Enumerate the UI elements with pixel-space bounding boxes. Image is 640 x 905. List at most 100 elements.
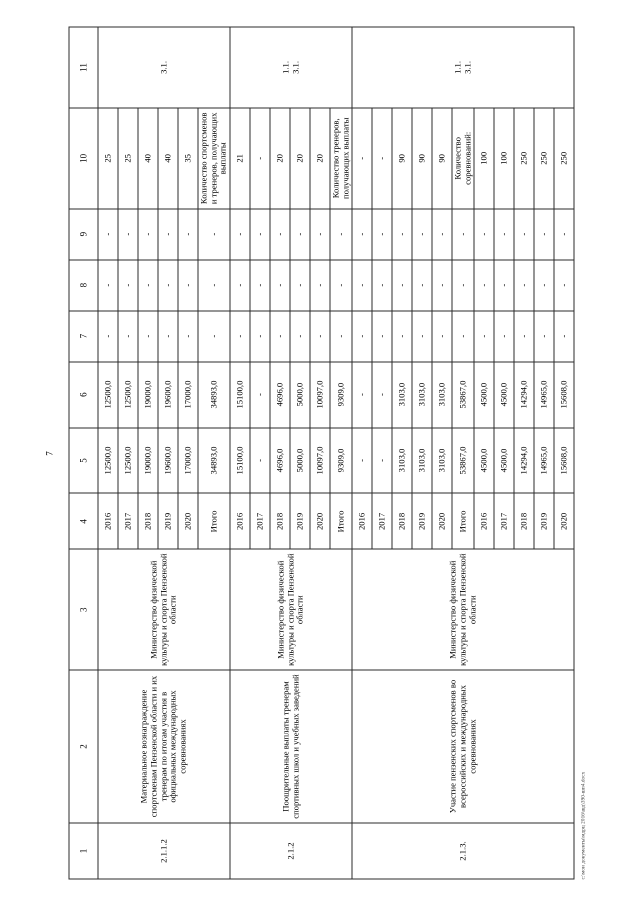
table-row: 2.1.3. Участие пензенских спортсменов во… xyxy=(352,26,575,879)
budget-measures-table: 1 2 3 4 5 6 7 8 9 10 11 2.1.1.2 Материал… xyxy=(69,26,575,879)
amount-other-7: - xyxy=(269,310,290,362)
amount-other-8: - xyxy=(412,259,433,311)
amount-budget: 4500,0 xyxy=(474,361,495,428)
amount-other-9: - xyxy=(289,208,310,260)
total-other-9: - xyxy=(198,208,230,260)
year-cell: 2020 xyxy=(554,492,575,549)
amount-budget: - xyxy=(352,361,373,428)
amount-other-7: - xyxy=(98,310,118,362)
measure-name: Материальное вознаграждение спортсменам … xyxy=(98,669,230,823)
col-number-2: 2 xyxy=(69,669,98,823)
amount-budget: 10097,0 xyxy=(309,361,330,428)
year-cell: 2020 xyxy=(432,492,453,549)
amount-other-7: - xyxy=(412,310,433,362)
amount-other-8: - xyxy=(432,259,453,311)
amount-total: - xyxy=(352,427,373,493)
measure-name: Участие пензенских спортсменов во всерос… xyxy=(352,669,575,823)
amount-other-7: - xyxy=(554,310,575,362)
amount-budget: 3103,0 xyxy=(432,361,453,428)
year-cell: 2018 xyxy=(392,492,413,549)
total-amount-total: 34893,0 xyxy=(198,427,230,493)
indicator-value: - xyxy=(249,107,270,209)
amount-other-9: - xyxy=(138,208,158,260)
total-other-8: - xyxy=(198,259,230,311)
col-number-4: 4 xyxy=(69,492,98,549)
amount-other-8: - xyxy=(118,259,138,311)
total-label: Итого xyxy=(452,492,475,549)
measure-code: 2.1.1.2 xyxy=(98,822,230,879)
col-number-3: 3 xyxy=(69,548,98,670)
amount-budget: 17000,0 xyxy=(178,361,198,428)
total-label: Итого xyxy=(198,492,230,549)
page-number: 7 xyxy=(44,450,55,456)
amount-budget: 14294,0 xyxy=(514,361,535,428)
indicator-value: 250 xyxy=(514,107,535,209)
amount-total: 15608,0 xyxy=(554,427,575,493)
total-amount-budget: 53867,0 xyxy=(452,361,475,428)
amount-other-8: - xyxy=(269,259,290,311)
amount-budget: 4500,0 xyxy=(494,361,515,428)
amount-budget: 12500,0 xyxy=(98,361,118,428)
amount-total: 4696,0 xyxy=(269,427,290,493)
amount-total: 12500,0 xyxy=(98,427,118,493)
amount-total: 14965,0 xyxy=(534,427,555,493)
year-cell: 2019 xyxy=(534,492,555,549)
amount-other-7: - xyxy=(289,310,310,362)
amount-other-9: - xyxy=(158,208,178,260)
amount-budget: 12500,0 xyxy=(118,361,138,428)
amount-budget: - xyxy=(372,361,393,428)
amount-other-8: - xyxy=(534,259,555,311)
year-cell: 2019 xyxy=(412,492,433,549)
amount-budget: 5000,0 xyxy=(289,361,310,428)
document-footer-path: c:\мои документы\мдрц 2016\шд\390-шп4.do… xyxy=(580,771,587,879)
col-number-7: 7 xyxy=(69,310,98,362)
amount-other-9: - xyxy=(412,208,433,260)
amount-total: 17000,0 xyxy=(178,427,198,493)
amount-other-9: - xyxy=(352,208,373,260)
measure-refs: 3.1. xyxy=(98,26,230,108)
total-amount-budget: 9309,0 xyxy=(329,361,353,428)
indicator-value: 90 xyxy=(412,107,433,209)
year-cell: 2020 xyxy=(178,492,198,549)
col-number-1: 1 xyxy=(69,822,98,879)
year-cell: 2016 xyxy=(229,492,250,549)
amount-total: 12500,0 xyxy=(118,427,138,493)
col-number-5: 5 xyxy=(69,427,98,493)
amount-total: 10097,0 xyxy=(309,427,330,493)
total-other-7: - xyxy=(452,310,475,362)
amount-other-9: - xyxy=(392,208,413,260)
indicator-value: 20 xyxy=(269,107,290,209)
total-amount-budget: 34893,0 xyxy=(198,361,230,428)
total-other-7: - xyxy=(198,310,230,362)
year-cell: 2019 xyxy=(289,492,310,549)
indicator-value: 20 xyxy=(309,107,330,209)
indicator-label: Количество соревнований: xyxy=(452,107,475,209)
amount-other-7: - xyxy=(158,310,178,362)
total-label: Итого xyxy=(329,492,353,549)
amount-other-7: - xyxy=(352,310,373,362)
amount-other-9: - xyxy=(534,208,555,260)
indicator-value: 25 xyxy=(118,107,138,209)
amount-total: 15100,0 xyxy=(229,427,250,493)
col-number-9: 9 xyxy=(69,208,98,260)
amount-other-7: - xyxy=(392,310,413,362)
measure-executor: Министерство физической культуры и спорт… xyxy=(229,548,353,670)
amount-other-9: - xyxy=(309,208,330,260)
indicator-value: 250 xyxy=(534,107,555,209)
year-cell: 2018 xyxy=(138,492,158,549)
amount-total: 3103,0 xyxy=(392,427,413,493)
amount-other-9: - xyxy=(474,208,495,260)
amount-other-8: - xyxy=(138,259,158,311)
year-cell: 2016 xyxy=(98,492,118,549)
amount-other-7: - xyxy=(372,310,393,362)
amount-other-8: - xyxy=(158,259,178,311)
amount-other-8: - xyxy=(474,259,495,311)
amount-other-8: - xyxy=(98,259,118,311)
total-other-8: - xyxy=(452,259,475,311)
amount-budget: 4696,0 xyxy=(269,361,290,428)
indicator-value: 90 xyxy=(392,107,413,209)
indicator-value: 250 xyxy=(554,107,575,209)
amount-other-9: - xyxy=(249,208,270,260)
amount-other-8: - xyxy=(352,259,373,311)
amount-other-9: - xyxy=(98,208,118,260)
